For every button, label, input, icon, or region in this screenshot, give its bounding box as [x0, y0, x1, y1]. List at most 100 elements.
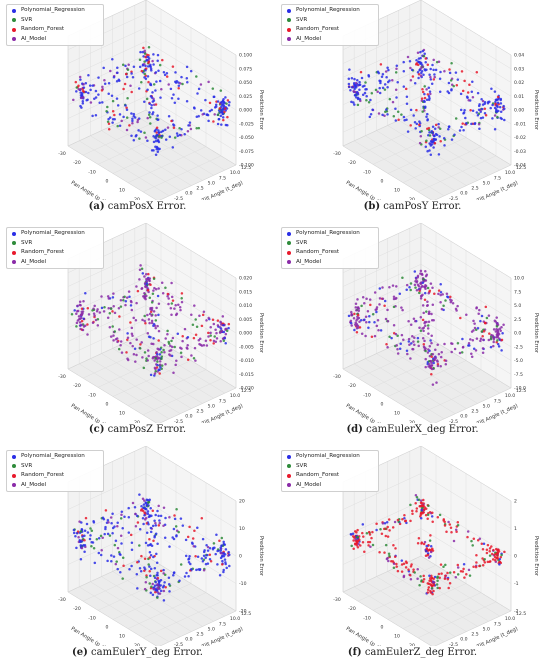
legend-entry: Random_Forest — [282, 471, 378, 480]
point-svr — [145, 97, 149, 101]
gridline — [97, 128, 177, 165]
point-polynomial-regression — [394, 119, 398, 122]
point-svr — [500, 553, 503, 557]
point-svr — [370, 92, 374, 95]
point-polynomial-regression — [499, 110, 503, 113]
point-random-forest — [158, 372, 161, 375]
point-polynomial-regression — [111, 526, 115, 530]
point-polynomial-regression — [139, 570, 143, 573]
point-random-forest — [494, 558, 497, 562]
gridline — [112, 137, 192, 174]
legend-label: SVR — [21, 239, 33, 246]
x-tick-label: 0 — [106, 402, 109, 408]
scatter3d-plot: -30-20-100102030-5.0-2.50.02.55.07.510.0… — [333, 223, 539, 423]
point-svr — [92, 547, 96, 550]
point-random-forest — [455, 530, 458, 533]
point-polynomial-regression — [503, 107, 506, 111]
y-tick-label: 0.0 — [185, 191, 192, 197]
gridline — [127, 369, 207, 406]
z-axis-label: Prediction Error — [533, 536, 539, 577]
point-svr — [416, 340, 420, 343]
point-ai-model — [373, 291, 377, 294]
point-ai-model — [147, 318, 151, 321]
point-random-forest — [418, 504, 421, 508]
point-svr — [192, 357, 196, 360]
point-svr — [426, 324, 430, 327]
point-ai-model — [443, 69, 446, 73]
point-ai-model — [467, 99, 470, 102]
point-svr — [496, 339, 499, 342]
point-random-forest — [437, 572, 441, 576]
gridline — [342, 82, 422, 119]
point-svr — [474, 328, 478, 331]
point-polynomial-regression — [100, 306, 104, 310]
point-polynomial-regression — [223, 543, 227, 546]
y-tick-label: 5.0 — [483, 180, 490, 186]
point-random-forest — [436, 515, 440, 519]
point-ai-model — [89, 101, 93, 104]
point-random-forest — [429, 534, 432, 537]
point-svr — [116, 124, 119, 128]
point-polynomial-regression — [143, 100, 146, 104]
point-polynomial-regression — [94, 89, 98, 93]
point-polynomial-regression — [421, 49, 425, 53]
y-tick-label: 0.0 — [185, 414, 192, 420]
point-polynomial-regression — [148, 102, 151, 105]
point-polynomial-regression — [354, 86, 358, 89]
z-tick-label: 0.000 — [239, 108, 252, 114]
point-polynomial-regression — [204, 562, 208, 566]
caption-text: camPosY Error. — [380, 201, 462, 212]
gridline — [354, 140, 445, 197]
point-polynomial-regression — [482, 542, 486, 545]
point-polynomial-regression — [127, 506, 130, 510]
point-polynomial-regression — [186, 81, 189, 84]
point-polynomial-regression — [168, 590, 171, 593]
gridline — [67, 82, 147, 119]
point-polynomial-regression — [144, 68, 147, 72]
point-random-forest — [466, 91, 470, 94]
legend-label: SVR — [296, 16, 308, 23]
gridline — [82, 564, 162, 602]
data-points — [72, 45, 231, 157]
point-polynomial-regression — [157, 514, 160, 518]
gridline — [420, 68, 512, 124]
point-random-forest — [392, 544, 395, 547]
point-polynomial-regression — [430, 143, 434, 146]
point-svr — [225, 329, 229, 332]
point-svr — [409, 282, 413, 285]
point-polynomial-regression — [156, 363, 159, 367]
point-ai-model — [109, 69, 112, 73]
point-svr — [170, 302, 174, 305]
point-ai-model — [224, 332, 228, 336]
point-random-forest — [463, 79, 466, 83]
point-polynomial-regression — [156, 294, 160, 298]
point-polynomial-regression — [405, 95, 409, 99]
point-ai-model — [202, 310, 206, 313]
point-random-forest — [161, 58, 164, 62]
point-svr — [219, 89, 223, 92]
point-polynomial-regression — [456, 78, 460, 81]
point-ai-model — [151, 59, 154, 63]
point-polynomial-regression — [149, 373, 153, 377]
point-ai-model — [163, 343, 166, 347]
point-random-forest — [422, 498, 425, 502]
point-ai-model — [127, 63, 130, 67]
point-polynomial-regression — [502, 104, 505, 108]
point-svr — [438, 127, 442, 131]
point-random-forest — [490, 552, 494, 556]
point-polynomial-regression — [228, 553, 231, 557]
point-random-forest — [111, 310, 114, 313]
point-polynomial-regression — [157, 131, 161, 134]
point-ai-model — [471, 339, 475, 342]
point-polynomial-regression — [431, 125, 435, 129]
point-polynomial-regression — [223, 337, 227, 340]
point-ai-model — [429, 92, 432, 96]
y-tick-label: 7.5 — [494, 398, 501, 404]
point-ai-model — [125, 128, 129, 132]
legend-marker — [12, 241, 16, 245]
point-random-forest — [211, 318, 215, 322]
point-ai-model — [198, 337, 202, 340]
scatter3d-plot: -30-20-100102030-5.0-2.50.02.55.07.510.0… — [333, 0, 539, 200]
point-polynomial-regression — [185, 77, 189, 80]
point-ai-model — [426, 300, 429, 303]
